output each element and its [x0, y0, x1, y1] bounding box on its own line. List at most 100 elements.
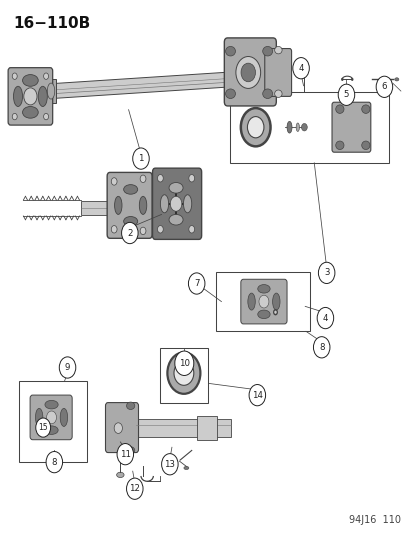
- Circle shape: [126, 478, 143, 499]
- Text: 6: 6: [381, 82, 386, 91]
- Circle shape: [40, 426, 42, 430]
- Circle shape: [272, 309, 277, 316]
- Ellipse shape: [240, 63, 255, 82]
- FancyBboxPatch shape: [8, 68, 52, 125]
- Ellipse shape: [257, 310, 269, 319]
- Ellipse shape: [173, 361, 193, 385]
- Circle shape: [313, 337, 329, 358]
- Circle shape: [174, 351, 193, 375]
- Ellipse shape: [22, 75, 38, 86]
- Circle shape: [12, 73, 17, 79]
- Bar: [46, 79, 56, 103]
- Ellipse shape: [45, 400, 58, 409]
- Circle shape: [36, 418, 50, 437]
- Circle shape: [157, 225, 163, 233]
- FancyBboxPatch shape: [105, 402, 138, 453]
- Circle shape: [188, 174, 194, 182]
- Ellipse shape: [183, 195, 191, 213]
- Circle shape: [350, 78, 353, 81]
- Circle shape: [117, 443, 133, 465]
- Circle shape: [340, 78, 343, 81]
- Text: 13: 13: [164, 460, 175, 469]
- Circle shape: [43, 114, 48, 120]
- Ellipse shape: [114, 196, 122, 214]
- Circle shape: [140, 227, 145, 235]
- Text: 1: 1: [138, 154, 143, 163]
- Bar: [196, 416, 217, 440]
- Ellipse shape: [22, 107, 38, 118]
- Circle shape: [259, 295, 268, 308]
- Ellipse shape: [394, 78, 398, 81]
- Circle shape: [157, 174, 163, 182]
- Text: 14: 14: [251, 391, 262, 400]
- Bar: [216, 272, 309, 332]
- Ellipse shape: [361, 105, 369, 114]
- Ellipse shape: [274, 90, 281, 98]
- Ellipse shape: [225, 46, 235, 56]
- Ellipse shape: [169, 182, 183, 193]
- Text: 12: 12: [129, 484, 140, 493]
- FancyBboxPatch shape: [30, 395, 72, 440]
- FancyBboxPatch shape: [107, 172, 152, 238]
- FancyBboxPatch shape: [240, 279, 286, 324]
- Circle shape: [121, 222, 138, 244]
- Ellipse shape: [335, 105, 343, 114]
- Ellipse shape: [247, 117, 263, 138]
- Ellipse shape: [235, 56, 260, 88]
- Circle shape: [318, 262, 334, 284]
- Circle shape: [43, 73, 48, 79]
- Ellipse shape: [257, 285, 269, 293]
- Ellipse shape: [126, 402, 135, 409]
- FancyBboxPatch shape: [152, 168, 201, 239]
- Ellipse shape: [123, 184, 138, 194]
- Text: 10: 10: [178, 359, 189, 368]
- Bar: [81, 201, 145, 215]
- Circle shape: [316, 308, 333, 329]
- Circle shape: [161, 454, 178, 475]
- Ellipse shape: [183, 466, 188, 470]
- Circle shape: [188, 273, 204, 294]
- Ellipse shape: [38, 86, 47, 107]
- Circle shape: [46, 451, 62, 473]
- Text: 7: 7: [193, 279, 199, 288]
- Ellipse shape: [274, 46, 281, 54]
- Circle shape: [188, 225, 194, 233]
- Ellipse shape: [45, 426, 58, 434]
- Ellipse shape: [262, 46, 272, 56]
- Text: 8: 8: [52, 458, 57, 466]
- Ellipse shape: [167, 352, 200, 394]
- FancyBboxPatch shape: [224, 38, 275, 106]
- Circle shape: [337, 84, 354, 106]
- Circle shape: [12, 114, 17, 120]
- Ellipse shape: [169, 214, 183, 225]
- Ellipse shape: [47, 83, 55, 99]
- Text: 15: 15: [38, 423, 48, 432]
- Bar: [136, 419, 230, 437]
- Circle shape: [170, 196, 181, 211]
- Text: 4: 4: [298, 64, 303, 72]
- Circle shape: [114, 423, 122, 433]
- Ellipse shape: [335, 141, 343, 150]
- Ellipse shape: [247, 293, 255, 310]
- Text: 16−110B: 16−110B: [13, 15, 90, 30]
- Ellipse shape: [123, 216, 138, 226]
- Ellipse shape: [295, 123, 299, 132]
- FancyBboxPatch shape: [331, 102, 370, 152]
- Ellipse shape: [225, 89, 235, 99]
- FancyBboxPatch shape: [264, 49, 291, 96]
- Text: 2: 2: [127, 229, 132, 238]
- Bar: [159, 349, 208, 403]
- Circle shape: [24, 88, 37, 105]
- Text: 3: 3: [323, 269, 329, 277]
- Ellipse shape: [116, 472, 124, 478]
- Circle shape: [47, 411, 56, 424]
- Circle shape: [140, 175, 145, 182]
- Ellipse shape: [240, 108, 270, 147]
- Bar: [19, 381, 86, 462]
- Text: 4: 4: [322, 313, 328, 322]
- Circle shape: [38, 424, 44, 432]
- Ellipse shape: [361, 141, 369, 150]
- Ellipse shape: [36, 408, 43, 426]
- Circle shape: [59, 357, 76, 378]
- Text: 5: 5: [343, 90, 349, 99]
